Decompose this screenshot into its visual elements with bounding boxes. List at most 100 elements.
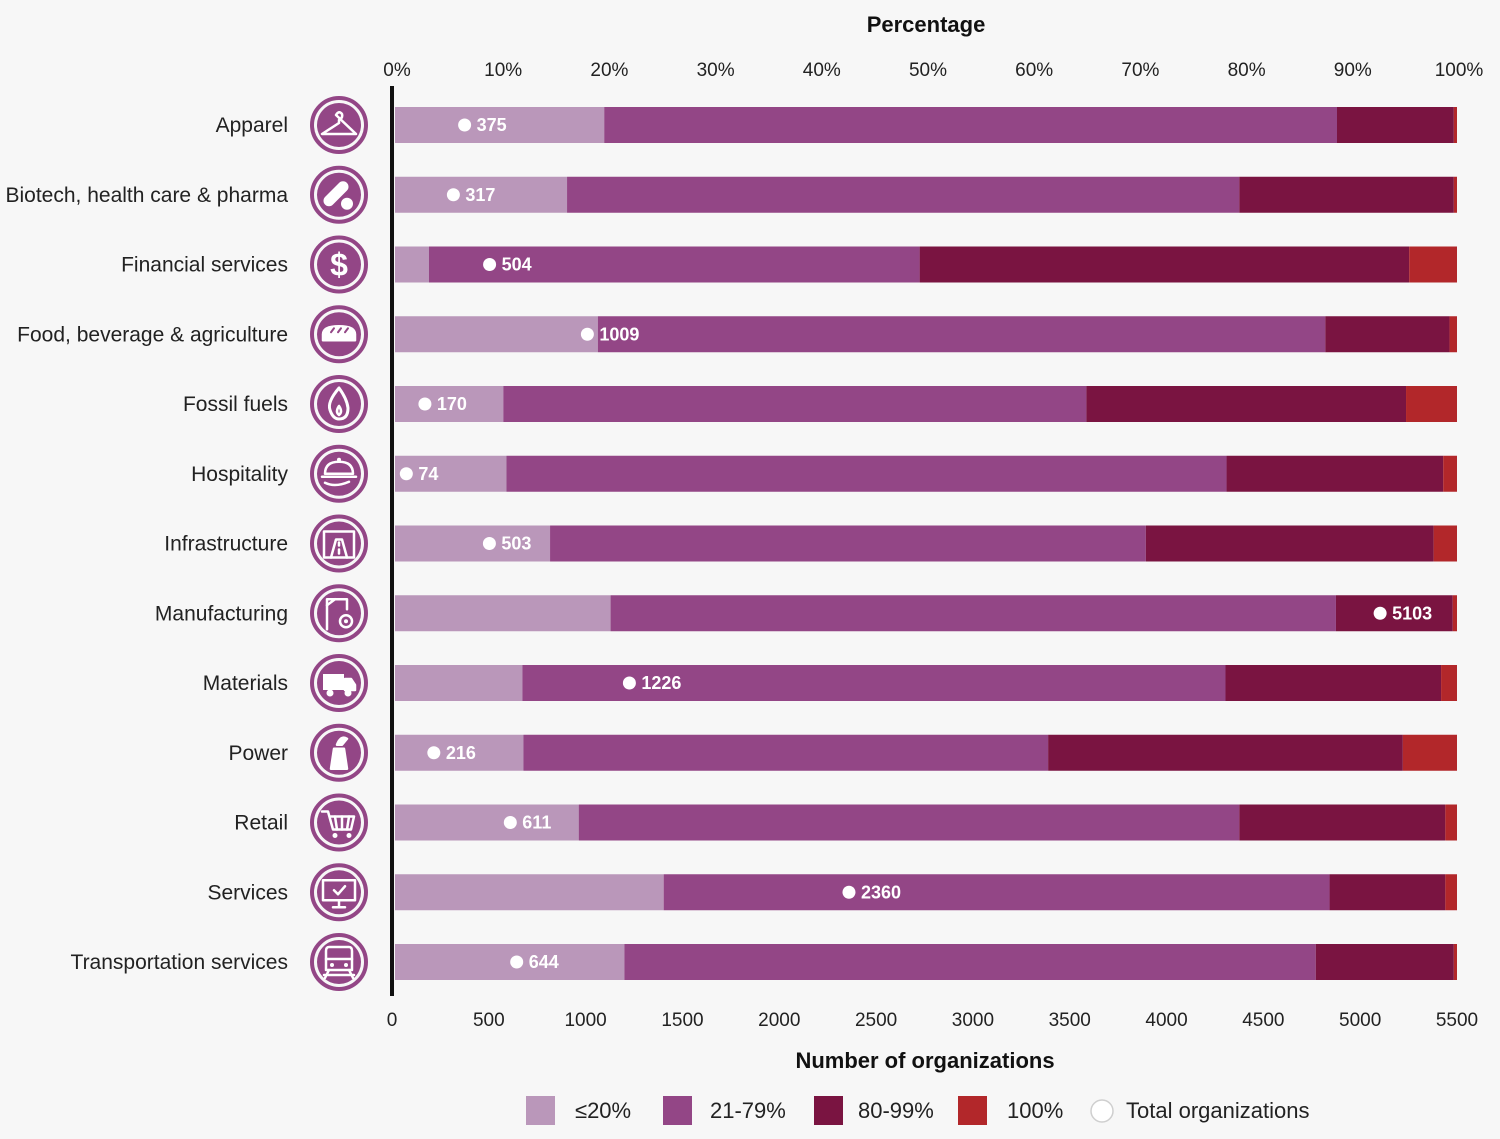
- bar-segment: [1226, 455, 1444, 492]
- bar-segment: [1225, 665, 1442, 701]
- total-marker: [503, 816, 517, 829]
- legend-swatch: [1090, 1099, 1114, 1123]
- bottom-tick-label: 1500: [661, 1010, 703, 1031]
- bar-row: Biotech, health care & pharma 317: [6, 165, 1457, 224]
- bar-segment: [1239, 804, 1446, 841]
- bar-row: Infrastructure 503: [164, 514, 1457, 573]
- bar-segment: [1433, 525, 1457, 562]
- legend-label: Total organizations: [1126, 1098, 1309, 1123]
- top-tick-label: 10%: [484, 60, 522, 81]
- total-marker: [399, 467, 413, 481]
- bar-segment: [1145, 525, 1434, 562]
- category-label: Food, beverage & agriculture: [17, 323, 288, 346]
- bar-segment: [503, 386, 1087, 422]
- legend-swatch: [663, 1096, 692, 1125]
- bar-segment: [919, 246, 1410, 283]
- bar-segment: [522, 665, 1226, 701]
- total-label: 216: [446, 743, 476, 763]
- bar-row: Hospitality 74: [191, 444, 1457, 503]
- bottom-tick-label: 4000: [1145, 1010, 1187, 1031]
- bar-segment: [1453, 107, 1457, 143]
- category-label: Fossil fuels: [183, 393, 288, 416]
- total-marker: [418, 397, 432, 411]
- bar-row: Food, beverage & agriculture 1009: [17, 305, 1457, 364]
- bar-segment: [1336, 107, 1454, 143]
- x-axis-title: Number of organizations: [795, 1048, 1054, 1073]
- legend-swatch: [814, 1096, 843, 1125]
- bottom-tick-label: 5000: [1339, 1010, 1381, 1031]
- bottom-tick-label: 1000: [564, 1010, 606, 1031]
- total-label: 1226: [641, 673, 681, 693]
- category-label: Biotech, health care & pharma: [6, 184, 289, 207]
- legend-item: ≤20%: [526, 1096, 631, 1125]
- bar-segment: [550, 525, 1146, 562]
- bar-segment: [395, 386, 504, 422]
- top-tick-label: 70%: [1121, 60, 1159, 81]
- bottom-tick-label: 4500: [1242, 1010, 1284, 1031]
- legend-item: 80-99%: [814, 1096, 934, 1125]
- bar-segment: [597, 316, 1326, 353]
- shopping-cart-icon: [310, 793, 368, 852]
- bar-segment: [1329, 874, 1446, 911]
- bar-segment: [395, 455, 507, 492]
- bar-row: Retail 611: [234, 793, 1457, 852]
- top-tick-label: 100%: [1435, 60, 1484, 81]
- svg-text:$: $: [330, 247, 348, 283]
- total-label: 170: [437, 394, 467, 414]
- power-plant-icon: [310, 723, 368, 782]
- bottom-tick-label: 3500: [1049, 1010, 1091, 1031]
- bar-segment: [604, 107, 1337, 143]
- bar-segment: [1406, 386, 1457, 422]
- legend-item: Total organizations: [1090, 1098, 1309, 1123]
- legend-swatch: [958, 1096, 987, 1125]
- top-tick-label: 60%: [1015, 60, 1053, 81]
- total-marker: [458, 118, 472, 132]
- total-label: 503: [501, 534, 531, 554]
- total-marker: [622, 676, 636, 690]
- bar-segment: [395, 176, 568, 213]
- legend-label: ≤20%: [575, 1098, 631, 1123]
- flame-icon: [310, 375, 368, 433]
- category-label: Services: [207, 881, 288, 904]
- bar-segment: [428, 246, 920, 283]
- bar-segment: [1443, 455, 1457, 492]
- bar-row: Apparel 375: [216, 96, 1457, 154]
- bar-row: Transportation services 644: [71, 933, 1457, 991]
- total-label: 504: [502, 255, 532, 275]
- bar-row: Financial services $504: [121, 235, 1457, 294]
- hanger-icon: [310, 96, 368, 154]
- category-label: Transportation services: [71, 951, 288, 974]
- monitor-check-icon: [310, 863, 368, 922]
- bottom-tick-label: 500: [473, 1010, 505, 1031]
- top-tick-label: 50%: [909, 60, 947, 81]
- bar-segment: [567, 176, 1240, 213]
- bar-segment: [1409, 246, 1457, 283]
- bottom-tick-label: 0: [387, 1010, 398, 1031]
- bar-segment: [1453, 944, 1457, 980]
- road-icon: [310, 514, 368, 573]
- total-marker: [580, 327, 594, 341]
- top-tick-label: 0%: [383, 60, 411, 81]
- bar-segment: [1048, 734, 1403, 771]
- top-tick-label: 30%: [697, 60, 735, 81]
- bar-segment: [395, 804, 579, 841]
- total-label: 317: [465, 185, 495, 205]
- bar-segment: [395, 874, 664, 911]
- total-marker: [1373, 606, 1387, 620]
- bottom-tick-label: 2500: [855, 1010, 897, 1031]
- bar-segment: [1315, 944, 1454, 980]
- bottom-tick-label: 5500: [1436, 1010, 1478, 1031]
- top-tick-label: 40%: [803, 60, 841, 81]
- legend-label: 100%: [1007, 1098, 1063, 1123]
- bar-segment: [1402, 734, 1457, 771]
- total-label: 5103: [1392, 603, 1432, 623]
- bar-segment: [578, 804, 1240, 841]
- bar-row: Power 216: [228, 723, 1457, 782]
- bar-segment: [395, 595, 611, 632]
- total-marker: [510, 955, 524, 969]
- top-tick-label: 20%: [590, 60, 628, 81]
- legend-swatch: [526, 1096, 555, 1125]
- bar-segment: [395, 316, 598, 353]
- total-marker: [842, 885, 856, 899]
